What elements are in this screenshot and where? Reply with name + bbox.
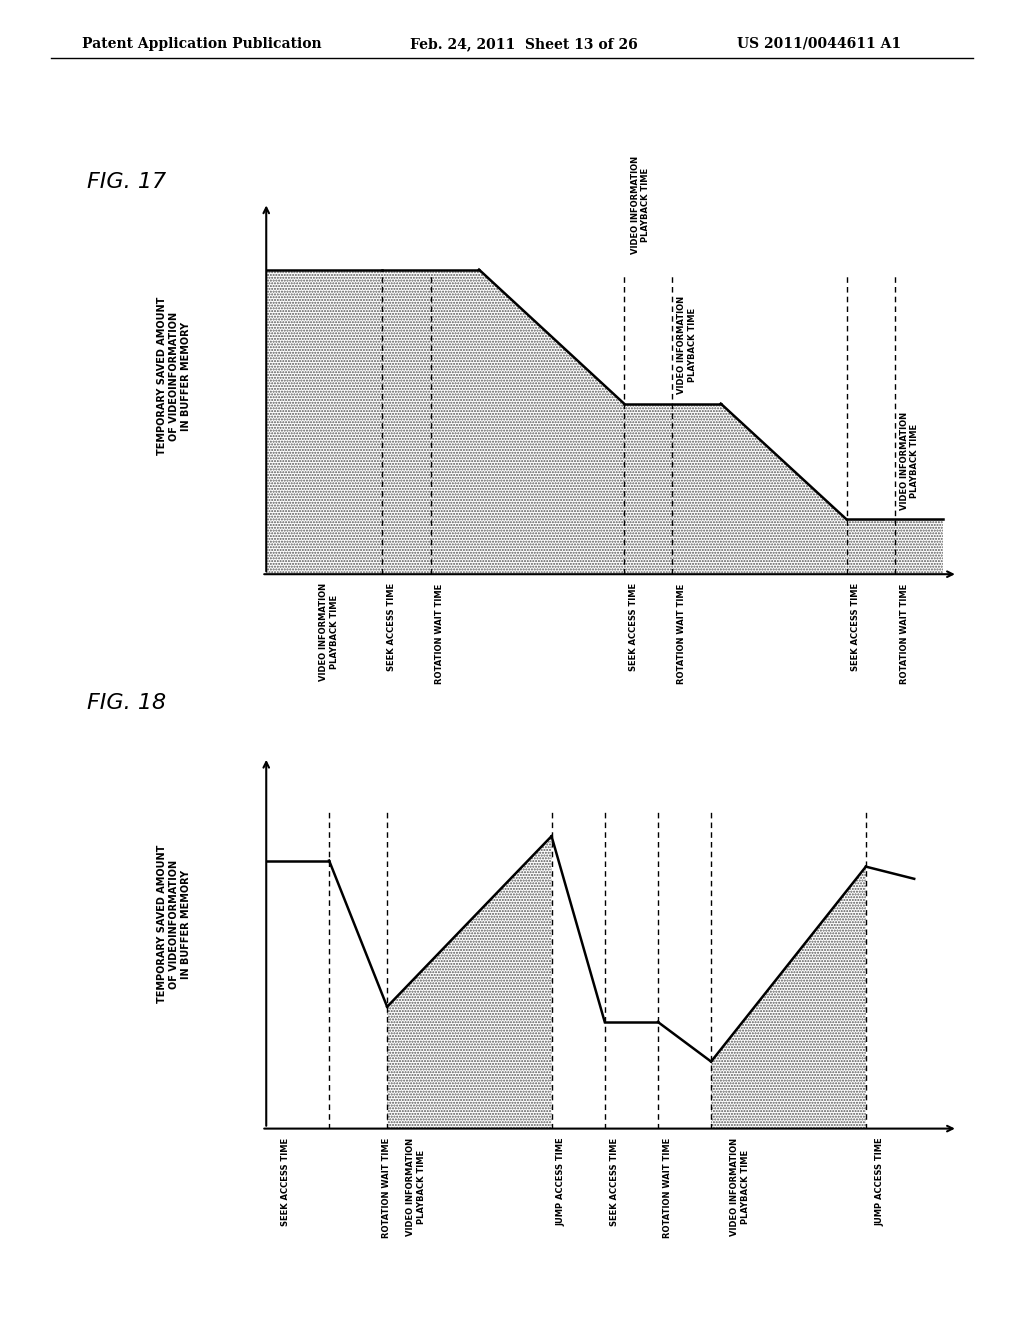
Text: Patent Application Publication: Patent Application Publication <box>82 37 322 51</box>
Text: JUMP ACCESS TIME: JUMP ACCESS TIME <box>556 1138 565 1226</box>
Text: TEMPORARY SAVED AMOUNT
OF VIDEOINFORMATION
IN BUFFER MEMORY: TEMPORARY SAVED AMOUNT OF VIDEOINFORMATI… <box>158 845 190 1003</box>
Text: US 2011/0044611 A1: US 2011/0044611 A1 <box>737 37 901 51</box>
Text: SEEK ACCESS TIME: SEEK ACCESS TIME <box>851 583 860 672</box>
Text: SEEK ACCESS TIME: SEEK ACCESS TIME <box>629 583 638 672</box>
Text: VIDEO INFORMATION
PLAYBACK TIME: VIDEO INFORMATION PLAYBACK TIME <box>631 156 650 255</box>
Text: VIDEO INFORMATION
PLAYBACK TIME: VIDEO INFORMATION PLAYBACK TIME <box>900 412 920 511</box>
Text: VIDEO INFORMATION
PLAYBACK TIME: VIDEO INFORMATION PLAYBACK TIME <box>407 1138 426 1236</box>
Text: FIG. 18: FIG. 18 <box>87 693 166 713</box>
Text: FIG. 17: FIG. 17 <box>87 172 166 191</box>
Text: VIDEO INFORMATION
PLAYBACK TIME: VIDEO INFORMATION PLAYBACK TIME <box>677 297 696 395</box>
Text: ROTATION WAIT TIME: ROTATION WAIT TIME <box>900 583 908 684</box>
Text: SEEK ACCESS TIME: SEEK ACCESS TIME <box>281 1138 290 1226</box>
Text: ROTATION WAIT TIME: ROTATION WAIT TIME <box>435 583 444 684</box>
Text: SEEK ACCESS TIME: SEEK ACCESS TIME <box>387 583 396 672</box>
Text: JUMP ACCESS TIME: JUMP ACCESS TIME <box>876 1138 885 1226</box>
Text: Feb. 24, 2011  Sheet 13 of 26: Feb. 24, 2011 Sheet 13 of 26 <box>410 37 637 51</box>
Text: ROTATION WAIT TIME: ROTATION WAIT TIME <box>663 1138 672 1238</box>
Text: SEEK ACCESS TIME: SEEK ACCESS TIME <box>609 1138 618 1226</box>
Text: TEMPORARY SAVED AMOUNT
OF VIDEOINFORMATION
IN BUFFER MEMORY: TEMPORARY SAVED AMOUNT OF VIDEOINFORMATI… <box>158 297 190 455</box>
Text: VIDEO INFORMATION
PLAYBACK TIME: VIDEO INFORMATION PLAYBACK TIME <box>319 583 339 681</box>
Text: ROTATION WAIT TIME: ROTATION WAIT TIME <box>382 1138 391 1238</box>
Text: VIDEO INFORMATION
PLAYBACK TIME: VIDEO INFORMATION PLAYBACK TIME <box>730 1138 750 1236</box>
Text: ROTATION WAIT TIME: ROTATION WAIT TIME <box>677 583 686 684</box>
